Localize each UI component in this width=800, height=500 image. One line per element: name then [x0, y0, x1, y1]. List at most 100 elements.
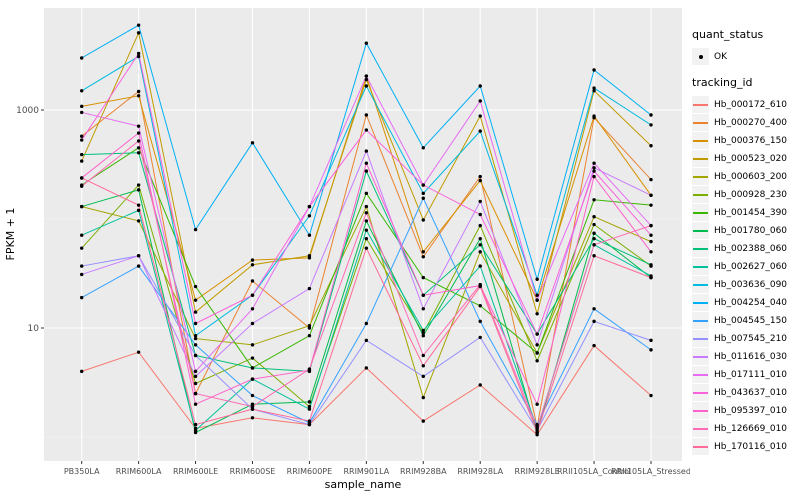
- data-point: [364, 191, 369, 196]
- legend-label: Hb_004545_150: [714, 315, 788, 326]
- legend-label: Hb_017111_010: [714, 369, 788, 380]
- x-tick-label: RRIM600LE: [173, 467, 218, 476]
- data-point: [592, 307, 596, 311]
- data-point: [535, 332, 539, 336]
- data-point: [364, 321, 369, 326]
- data-point: [364, 74, 369, 78]
- data-point: [421, 196, 425, 200]
- data-point: [649, 113, 653, 117]
- data-point: [478, 319, 482, 324]
- data-point: [364, 211, 369, 215]
- data-point: [421, 307, 425, 311]
- data-point: [80, 89, 84, 93]
- data-point: [364, 366, 369, 370]
- line-swatch: [693, 140, 708, 142]
- data-point: [136, 219, 141, 223]
- legend-label: Hb_126669_010: [714, 423, 788, 434]
- y-tick-label: 1000: [16, 106, 39, 116]
- data-point: [592, 68, 596, 72]
- data-point: [421, 275, 425, 280]
- legend-item-Hb_043637_010: Hb_043637_010: [692, 384, 798, 401]
- legend-item-Hb_000376_150: Hb_000376_150: [692, 132, 798, 149]
- data-point: [649, 348, 653, 352]
- x-tick-label: PB350LA: [64, 467, 100, 476]
- data-point: [592, 198, 596, 202]
- data-point: [80, 233, 84, 237]
- legend-label: Hb_000928_230: [714, 189, 788, 200]
- line-swatch: [693, 158, 708, 160]
- data-point: [250, 258, 255, 262]
- legend-key-line-icon: [692, 420, 709, 437]
- data-point: [535, 298, 539, 302]
- data-point: [136, 139, 141, 143]
- data-point: [307, 404, 312, 409]
- data-point: [80, 176, 84, 180]
- line-swatch: [693, 104, 708, 106]
- data-point: [307, 400, 312, 404]
- legend-key-line-icon: [692, 330, 709, 347]
- data-point: [80, 138, 84, 142]
- legend-key-line-icon: [692, 402, 709, 419]
- legend-label: Hb_011616_030: [714, 351, 788, 362]
- data-point: [80, 369, 84, 374]
- legend-label: Hb_000523_020: [714, 153, 788, 164]
- data-point: [421, 331, 425, 335]
- data-point: [307, 214, 312, 218]
- data-point: [136, 131, 141, 135]
- data-point: [193, 284, 198, 289]
- data-point: [136, 350, 141, 354]
- data-point: [136, 124, 141, 128]
- x-tick-label: RRIM600SE: [230, 467, 276, 476]
- data-point: [136, 51, 141, 56]
- data-point: [478, 178, 482, 183]
- data-point: [136, 54, 141, 59]
- data-point: [421, 353, 425, 358]
- data-point: [364, 204, 369, 209]
- data-point: [535, 359, 539, 363]
- data-point: [592, 174, 596, 179]
- legend-label: Hb_170116_010: [714, 441, 788, 452]
- line-swatch: [693, 428, 708, 430]
- data-point: [421, 293, 425, 297]
- data-point: [364, 128, 369, 132]
- legend-item-Hb_004545_150: Hb_004545_150: [692, 312, 798, 329]
- data-point: [649, 223, 653, 228]
- data-point: [592, 169, 596, 173]
- line-swatch: [693, 212, 708, 214]
- data-point: [307, 407, 312, 411]
- data-point: [307, 323, 312, 328]
- data-point: [478, 335, 482, 340]
- data-point: [649, 239, 653, 244]
- data-point: [136, 23, 141, 27]
- data-point: [421, 191, 425, 196]
- data-point: [364, 84, 369, 88]
- legend: quant_status OK tracking_id Hb_000172_61…: [692, 28, 798, 456]
- data-point: [364, 338, 369, 343]
- data-point: [136, 254, 141, 258]
- data-point: [421, 183, 425, 187]
- data-point: [193, 369, 198, 374]
- data-point: [592, 319, 596, 324]
- legend-key-line-icon: [692, 204, 709, 221]
- line-swatch: [693, 320, 708, 322]
- legend-key-line-icon: [692, 438, 709, 455]
- data-point: [250, 307, 255, 311]
- x-axis-title: sample_name: [325, 478, 402, 491]
- data-point: [193, 422, 198, 427]
- point-marker-icon: [698, 54, 703, 59]
- data-point: [592, 161, 596, 165]
- data-point: [592, 222, 596, 227]
- legend-key-line-icon: [692, 96, 709, 113]
- data-point: [649, 263, 653, 267]
- data-point: [421, 146, 425, 150]
- x-tick-label: RRIM928BA: [400, 467, 447, 476]
- data-point: [478, 99, 482, 103]
- data-point: [250, 377, 255, 381]
- legend-item-Hb_000603_200: Hb_000603_200: [692, 168, 798, 185]
- legend-item-Hb_011616_030: Hb_011616_030: [692, 348, 798, 365]
- x-tick-label: RRII105LA_Stressed: [611, 467, 690, 476]
- data-point: [250, 141, 255, 145]
- x-tick-label: RRIM928LA: [457, 467, 503, 476]
- data-point: [364, 169, 369, 173]
